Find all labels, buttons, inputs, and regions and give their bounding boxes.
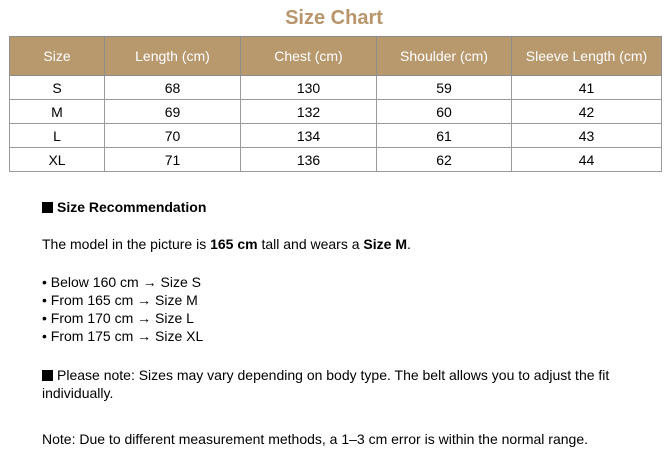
table-cell: 44 — [511, 147, 662, 172]
column-header: Length (cm) — [104, 36, 241, 76]
table-cell: 42 — [511, 99, 662, 124]
table-cell: 60 — [376, 99, 512, 124]
size-recommendation-heading: Size Recommendation — [42, 198, 206, 216]
column-header: Sleeve Length (cm) — [511, 36, 662, 76]
table-cell: 136 — [240, 147, 377, 172]
table-row: XL 71 136 62 44 — [9, 147, 662, 172]
table-cell: L — [9, 123, 105, 148]
table-row: M 69 132 60 42 — [9, 99, 662, 124]
column-header: Chest (cm) — [240, 36, 377, 76]
table-row: L 70 134 61 43 — [9, 123, 662, 148]
bullet-item: • Below 160 cm → Size S — [42, 274, 201, 290]
heading-text: Size Recommendation — [57, 199, 207, 215]
table-header-row: Size Length (cm) Chest (cm) Shoulder (cm) Sl… — [9, 36, 662, 76]
table-cell: 62 — [376, 147, 512, 172]
table-row: S 68 130 59 41 — [9, 75, 662, 100]
model-height: 165 cm — [210, 236, 258, 252]
measurement-note: Note: Due to different measurement metho… — [42, 431, 589, 447]
table-cell: 132 — [240, 99, 377, 124]
table-cell: 68 — [104, 75, 241, 100]
model-text: . — [407, 236, 411, 252]
bullet-item: • From 165 cm → Size M — [42, 292, 198, 308]
column-header: Shoulder (cm) — [376, 36, 512, 76]
table-cell: XL — [9, 147, 105, 172]
column-header: Size — [9, 36, 105, 76]
table-cell: S — [9, 75, 105, 100]
table-cell: 71 — [104, 147, 241, 172]
table-cell: 130 — [240, 75, 377, 100]
table-cell: 41 — [511, 75, 662, 100]
square-bullet-icon — [42, 370, 53, 381]
table-cell: 134 — [240, 123, 377, 148]
model-size: Size M — [363, 236, 407, 252]
table-cell: 69 — [104, 99, 241, 124]
page-title: Size Chart — [285, 7, 383, 29]
model-text: The model in the picture is — [42, 236, 211, 252]
table-cell: 43 — [511, 123, 662, 148]
please-note: Please note: Sizes may vary depending on… — [42, 366, 632, 402]
bullet-item: • From 170 cm → Size L — [42, 310, 194, 326]
model-info: The model in the picture is 165 cm tall … — [42, 235, 411, 253]
model-text: tall and wears a — [257, 236, 364, 252]
size-bullets: • Below 160 cm → Size S • From 165 cm → … — [42, 273, 203, 345]
size-chart-table: Size Length (cm) Chest (cm) Shoulder (cm) Sl… — [9, 36, 662, 172]
table-cell: 61 — [376, 123, 512, 148]
please-note-text: Please note: Sizes may vary depending on… — [42, 367, 610, 401]
table-cell: 70 — [104, 123, 241, 148]
bullet-item: • From 175 cm → Size XL — [42, 328, 204, 344]
table-cell: 59 — [376, 75, 512, 100]
table-cell: M — [9, 99, 105, 124]
square-bullet-icon — [42, 202, 53, 213]
